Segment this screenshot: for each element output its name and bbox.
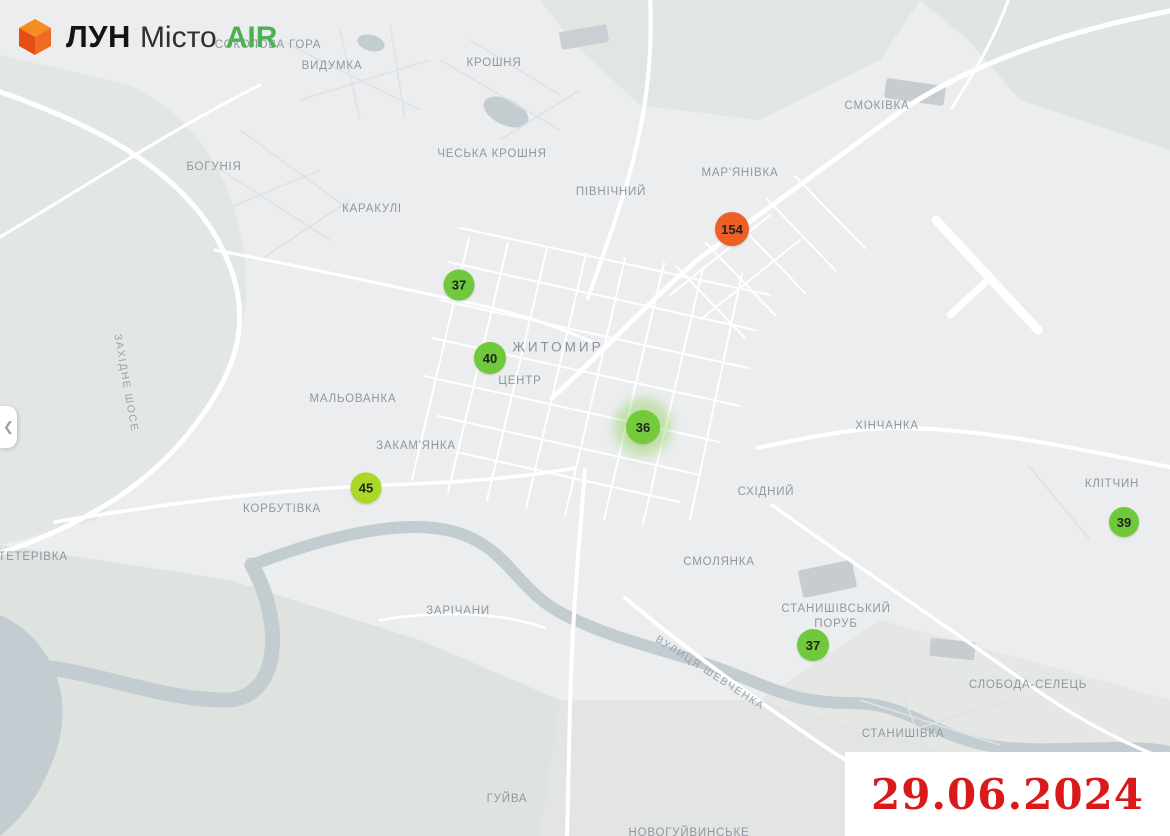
date-overlay: 29.06.2024	[845, 752, 1170, 836]
aqi-marker[interactable]: 36	[626, 410, 660, 444]
minor-roads-layer	[189, 24, 1091, 761]
aqi-value: 45	[358, 480, 374, 496]
date-text: 29.06.2024	[870, 769, 1145, 819]
logo-brand-text: ЛУН	[66, 19, 131, 54]
aqi-value: 154	[721, 221, 743, 237]
logo-text: ЛУН Місто AIR	[66, 19, 277, 55]
aqi-value: 39	[1116, 514, 1132, 530]
lun-misto-air-logo: ЛУН Місто AIR	[16, 16, 277, 58]
aqi-value: 37	[805, 637, 821, 653]
aqi-marker[interactable]: 154	[715, 212, 749, 246]
aqi-marker[interactable]: 37	[797, 629, 829, 661]
aqi-value: 40	[482, 350, 498, 366]
buildings-layer	[559, 24, 976, 661]
chevron-left-icon: ❮	[3, 419, 14, 434]
logo-air-text: AIR	[225, 21, 278, 54]
aqi-marker[interactable]: 39	[1109, 507, 1139, 537]
runway	[931, 215, 1043, 335]
logo-cube-icon	[19, 19, 51, 55]
aqi-marker[interactable]: 37	[443, 269, 475, 301]
aqi-marker[interactable]: 40	[474, 342, 506, 374]
collapse-panel-button[interactable]: ❮	[0, 406, 17, 448]
aqi-value: 36	[635, 419, 651, 435]
aqi-value: 37	[451, 277, 467, 293]
logo-product-text: Місто	[139, 21, 217, 54]
aqi-marker[interactable]: 45	[350, 472, 382, 504]
